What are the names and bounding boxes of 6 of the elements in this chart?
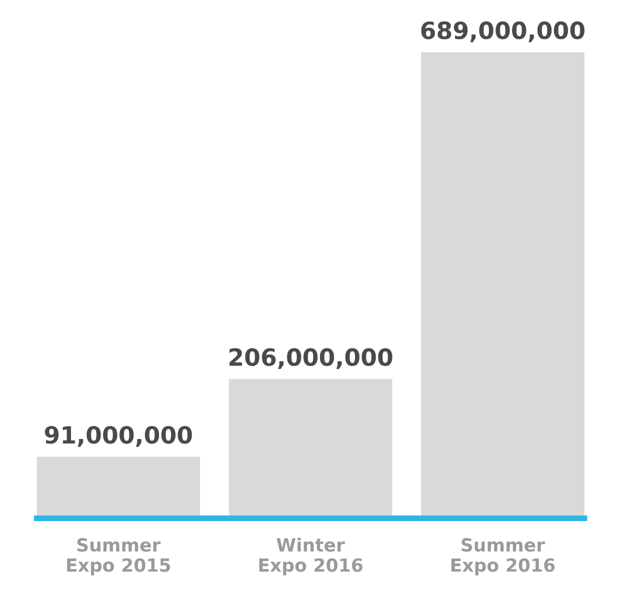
data-label: 91,000,000 <box>44 426 192 447</box>
data-label: 689,000,000 <box>421 21 584 42</box>
x-tick-label: Summer Expo 2015 <box>67 538 170 576</box>
x-tick-label: Winter Expo 2016 <box>259 538 362 576</box>
x-tick-label: Summer Expo 2016 <box>451 538 555 576</box>
data-label: 206,000,000 <box>230 348 392 370</box>
